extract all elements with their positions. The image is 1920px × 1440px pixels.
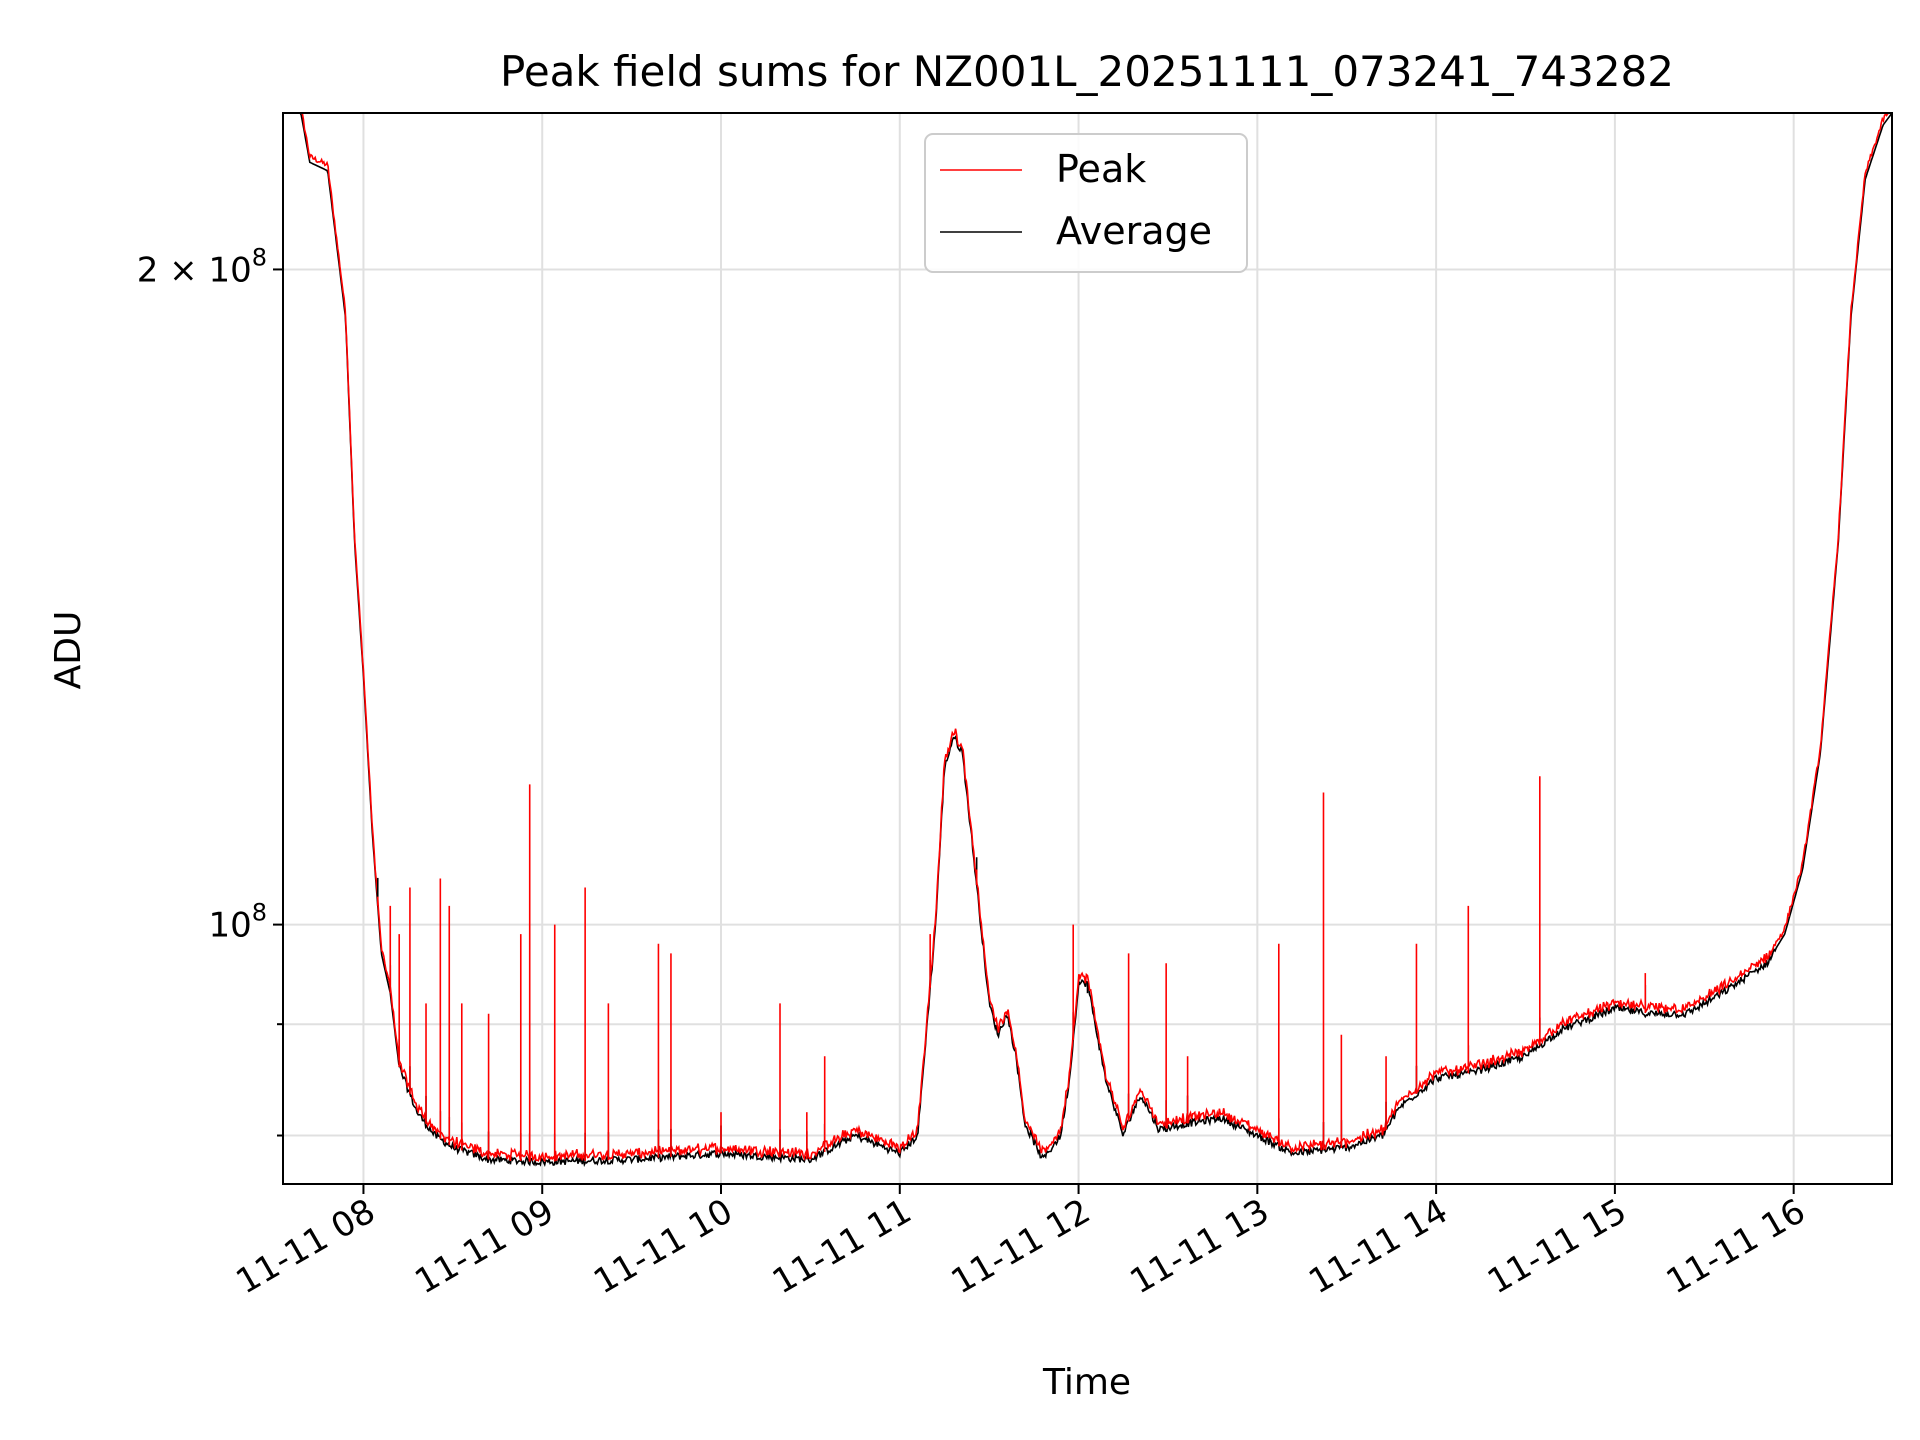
y-tick-mantissa: 2 × bbox=[137, 250, 209, 290]
legend-box bbox=[924, 133, 1248, 273]
x-axis-label: Time bbox=[1042, 1362, 1131, 1403]
y-tick-exponent: 8 bbox=[252, 899, 267, 927]
y-tick-base: 10 bbox=[208, 906, 251, 946]
y-tick-base: 10 bbox=[208, 250, 251, 290]
series-line-average bbox=[283, 112, 1893, 1168]
legend: Peak Average bbox=[924, 133, 1248, 273]
peak-spikes bbox=[376, 776, 1647, 1162]
y-tick-label: 2 × 108 bbox=[137, 243, 267, 290]
y-tick-label: 108 bbox=[208, 899, 267, 946]
series-layer bbox=[283, 112, 1893, 1168]
plot-frame bbox=[282, 112, 1893, 1185]
series-line-peak bbox=[283, 112, 1892, 1163]
legend-peak-label: Peak bbox=[1056, 147, 1146, 191]
y-axis-label: ADU bbox=[48, 611, 89, 690]
y-tick-exponent: 8 bbox=[252, 243, 267, 271]
legend-average-label: Average bbox=[1056, 209, 1212, 253]
chart-title: Peak field sums for NZ001L_20251111_0732… bbox=[500, 47, 1674, 96]
